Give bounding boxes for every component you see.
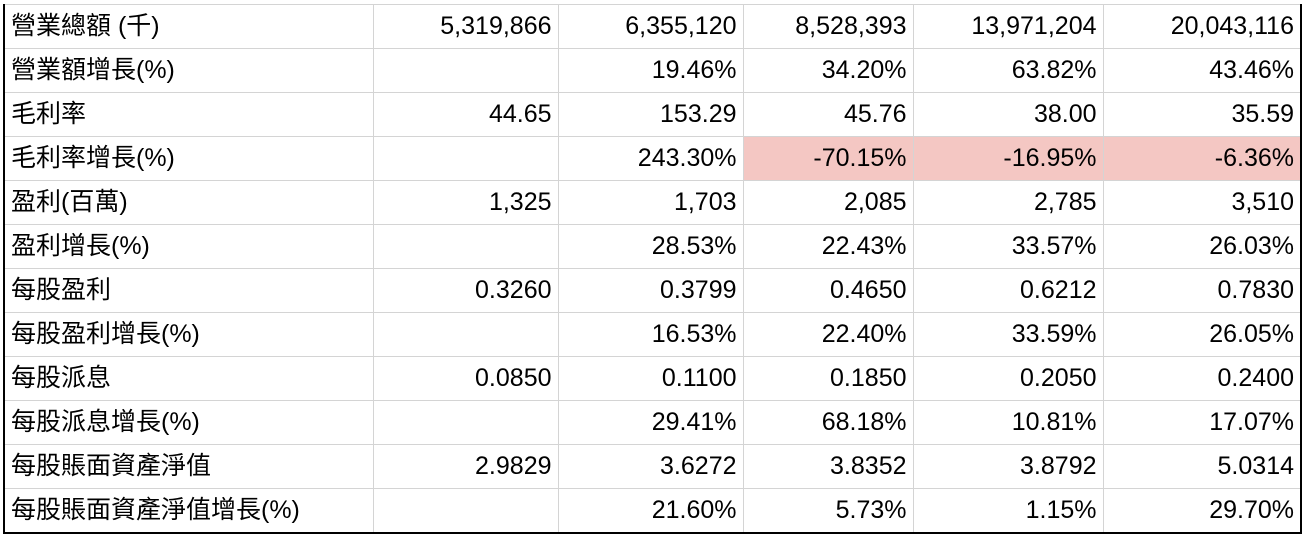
table-row: 每股盈利增長(%) 16.53% 22.40% 33.59% 26.05% [3,312,1302,357]
row-label[interactable]: 每股派息增長(%) [3,400,374,445]
table-cell[interactable]: 153.29 [557,92,744,137]
table-row: 每股派息 0.0850 0.1100 0.1850 0.2050 0.2400 [3,356,1302,401]
table-cell[interactable]: 22.40% [742,312,914,357]
row-label[interactable]: 營業額增長(%) [3,48,374,93]
table-cell[interactable]: 3.8792 [912,444,1104,489]
table-row: 毛利率 44.65 153.29 45.76 38.00 35.59 [3,92,1302,137]
table-cell[interactable]: 20,043,116 [1102,4,1302,49]
table-cell[interactable] [372,312,559,357]
table-cell[interactable]: 68.18% [742,400,914,445]
table-cell[interactable]: 1,325 [372,180,559,225]
table-cell[interactable]: 0.4650 [742,268,914,313]
financial-table: 營業總額 (千) 5,319,866 6,355,120 8,528,393 1… [3,4,1302,534]
table-cell[interactable]: 8,528,393 [742,4,914,49]
table-cell[interactable]: 2,785 [912,180,1104,225]
table-cell[interactable]: 33.59% [912,312,1104,357]
table-cell[interactable]: 10.81% [912,400,1104,445]
table-cell[interactable]: 0.7830 [1102,268,1302,313]
table-cell[interactable]: 2,085 [742,180,914,225]
table-cell[interactable]: 34.20% [742,48,914,93]
row-label[interactable]: 盈利增長(%) [3,224,374,269]
table-cell[interactable]: 5,319,866 [372,4,559,49]
highlighted-cell[interactable]: -6.36% [1102,136,1302,181]
table-cell[interactable]: 0.1100 [557,356,744,401]
table-cell[interactable]: 28.53% [557,224,744,269]
table-row: 營業額增長(%) 19.46% 34.20% 63.82% 43.46% [3,48,1302,93]
table-cell[interactable]: 0.0850 [372,356,559,401]
table-cell[interactable]: 21.60% [557,488,744,534]
table-cell[interactable]: 38.00 [912,92,1104,137]
table-cell[interactable]: 22.43% [742,224,914,269]
row-label[interactable]: 盈利(百萬) [3,180,374,225]
table-cell[interactable]: 29.41% [557,400,744,445]
table-cell[interactable]: 243.30% [557,136,744,181]
table-row: 每股賬面資產淨值增長(%) 21.60% 5.73% 1.15% 29.70% [3,488,1302,534]
table-cell[interactable]: 3,510 [1102,180,1302,225]
highlighted-cell[interactable]: -16.95% [912,136,1104,181]
table-cell[interactable]: 44.65 [372,92,559,137]
table-cell[interactable]: 0.3260 [372,268,559,313]
row-label[interactable]: 每股賬面資產淨值 [3,444,374,489]
row-label[interactable]: 營業總額 (千) [3,4,374,49]
table-cell[interactable]: 3.6272 [557,444,744,489]
table-row: 盈利增長(%) 28.53% 22.43% 33.57% 26.03% [3,224,1302,269]
table-cell[interactable] [372,48,559,93]
table-cell[interactable]: 1.15% [912,488,1104,534]
row-label[interactable]: 毛利率 [3,92,374,137]
table-cell[interactable]: 0.2050 [912,356,1104,401]
table-row: 毛利率增長(%) 243.30% -70.15% -16.95% -6.36% [3,136,1302,181]
row-label[interactable]: 毛利率增長(%) [3,136,374,181]
table-cell[interactable] [372,488,559,534]
table-cell[interactable]: 0.2400 [1102,356,1302,401]
table-cell[interactable]: 5.73% [742,488,914,534]
table-row: 每股賬面資產淨值 2.9829 3.6272 3.8352 3.8792 5.0… [3,444,1302,489]
table-cell[interactable]: 17.07% [1102,400,1302,445]
table-cell[interactable]: 0.3799 [557,268,744,313]
table-cell[interactable]: 0.6212 [912,268,1104,313]
table-cell[interactable]: 33.57% [912,224,1104,269]
table-cell[interactable]: 26.03% [1102,224,1302,269]
table-cell[interactable]: 26.05% [1102,312,1302,357]
table-cell[interactable] [372,224,559,269]
table-cell[interactable]: 3.8352 [742,444,914,489]
row-label[interactable]: 每股派息 [3,356,374,401]
table-row: 營業總額 (千) 5,319,866 6,355,120 8,528,393 1… [3,4,1302,49]
table-cell[interactable]: 2.9829 [372,444,559,489]
table-cell[interactable]: 45.76 [742,92,914,137]
table-cell[interactable]: 43.46% [1102,48,1302,93]
table-cell[interactable]: 35.59 [1102,92,1302,137]
table-row: 每股派息增長(%) 29.41% 68.18% 10.81% 17.07% [3,400,1302,445]
table-cell[interactable]: 63.82% [912,48,1104,93]
table-cell[interactable]: 6,355,120 [557,4,744,49]
table-cell[interactable]: 0.1850 [742,356,914,401]
table-cell[interactable]: 19.46% [557,48,744,93]
row-label[interactable]: 每股賬面資產淨值增長(%) [3,488,374,534]
table-cell[interactable]: 13,971,204 [912,4,1104,49]
table-cell[interactable]: 5.0314 [1102,444,1302,489]
table-cell[interactable]: 29.70% [1102,488,1302,534]
table-cell[interactable] [372,400,559,445]
table-cell[interactable] [372,136,559,181]
table-cell[interactable]: 1,703 [557,180,744,225]
table-row: 每股盈利 0.3260 0.3799 0.4650 0.6212 0.7830 [3,268,1302,313]
row-label[interactable]: 每股盈利 [3,268,374,313]
table-cell[interactable]: 16.53% [557,312,744,357]
highlighted-cell[interactable]: -70.15% [742,136,914,181]
table-row: 盈利(百萬) 1,325 1,703 2,085 2,785 3,510 [3,180,1302,225]
row-label[interactable]: 每股盈利增長(%) [3,312,374,357]
